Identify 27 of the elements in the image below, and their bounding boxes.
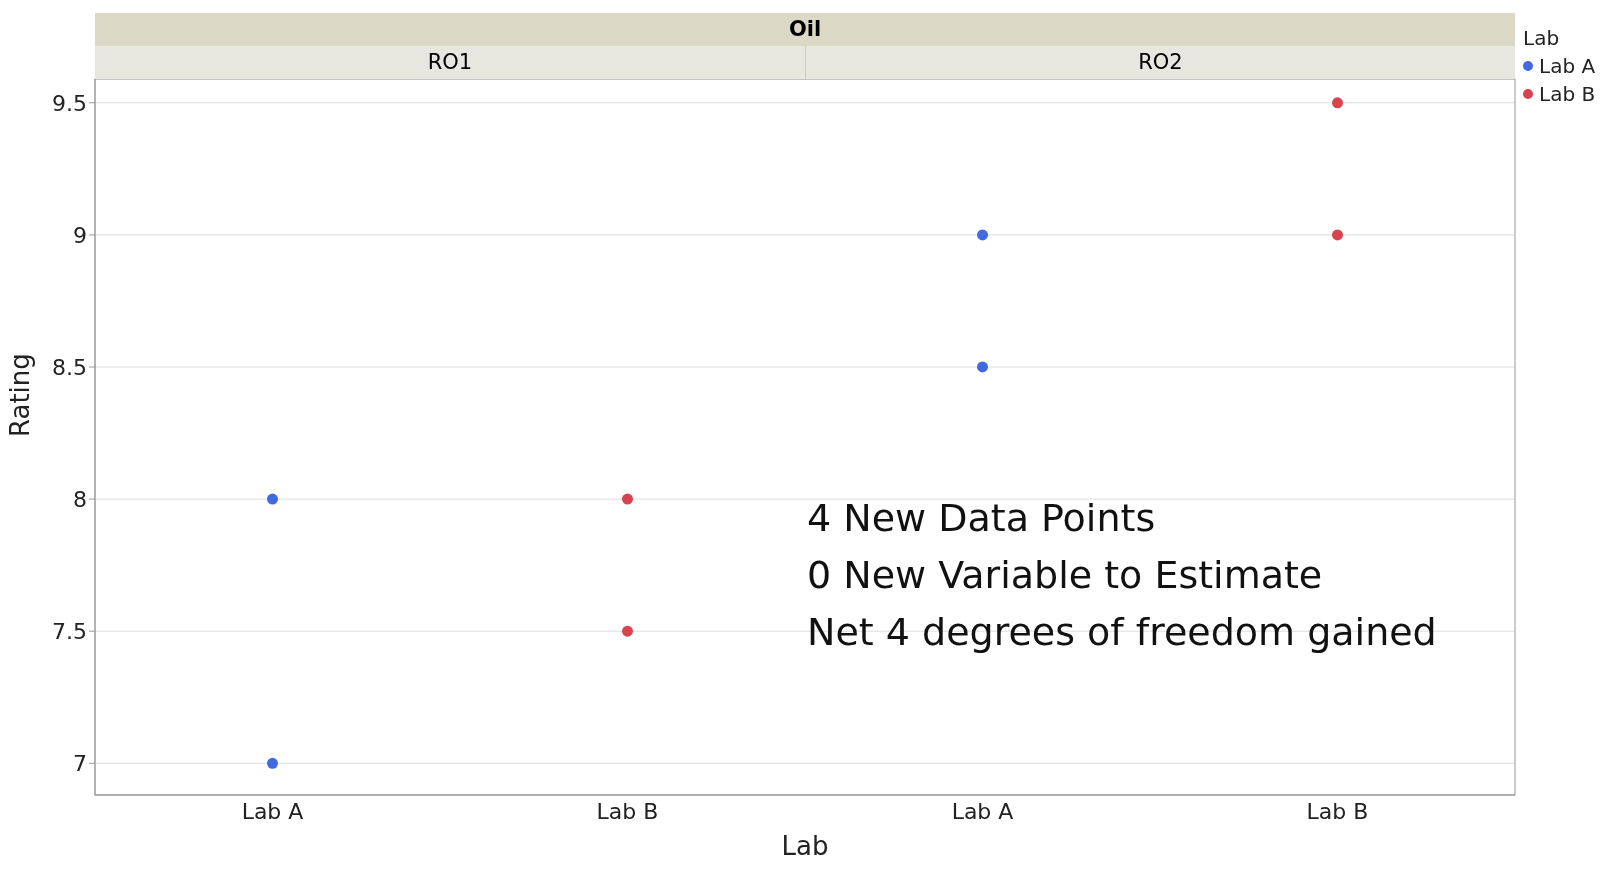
y-tick-label: 7 (73, 751, 87, 777)
y-tick-label: 7.5 (52, 619, 87, 644)
point (622, 493, 633, 505)
point (267, 757, 278, 769)
y-tick-label: 9.5 (52, 90, 87, 116)
point (977, 229, 988, 241)
y-tick-label: 8 (73, 486, 87, 512)
panel-header-strip: RO1 (95, 46, 805, 79)
panel-header-strip: RO2 (805, 46, 1515, 79)
x-tick-label: Lab B (1306, 798, 1369, 824)
point (977, 361, 988, 373)
y-tick-label: 8.5 (52, 354, 87, 380)
annotation: 4 New Data Points 0 New Variable to Estimate Net 4 degrees of freedom gained (807, 495, 1437, 656)
x-tick-label: Lab A (951, 798, 1014, 824)
legend-title: Lab (1523, 26, 1561, 50)
legend-label: Lab B (1538, 82, 1596, 106)
legend-label: Lab A (1538, 54, 1596, 78)
y-axis-title: Rating (5, 353, 36, 437)
x-axis-title: Lab (781, 831, 829, 861)
point (267, 493, 278, 505)
x-tick-label: Lab A (241, 798, 304, 824)
point (1332, 229, 1343, 241)
panel-header-strip: Oil (95, 13, 1515, 46)
point (622, 625, 633, 637)
x-tick-label: Lab B (596, 798, 659, 824)
y-tick-label: 9 (73, 222, 87, 248)
point (1332, 97, 1343, 109)
